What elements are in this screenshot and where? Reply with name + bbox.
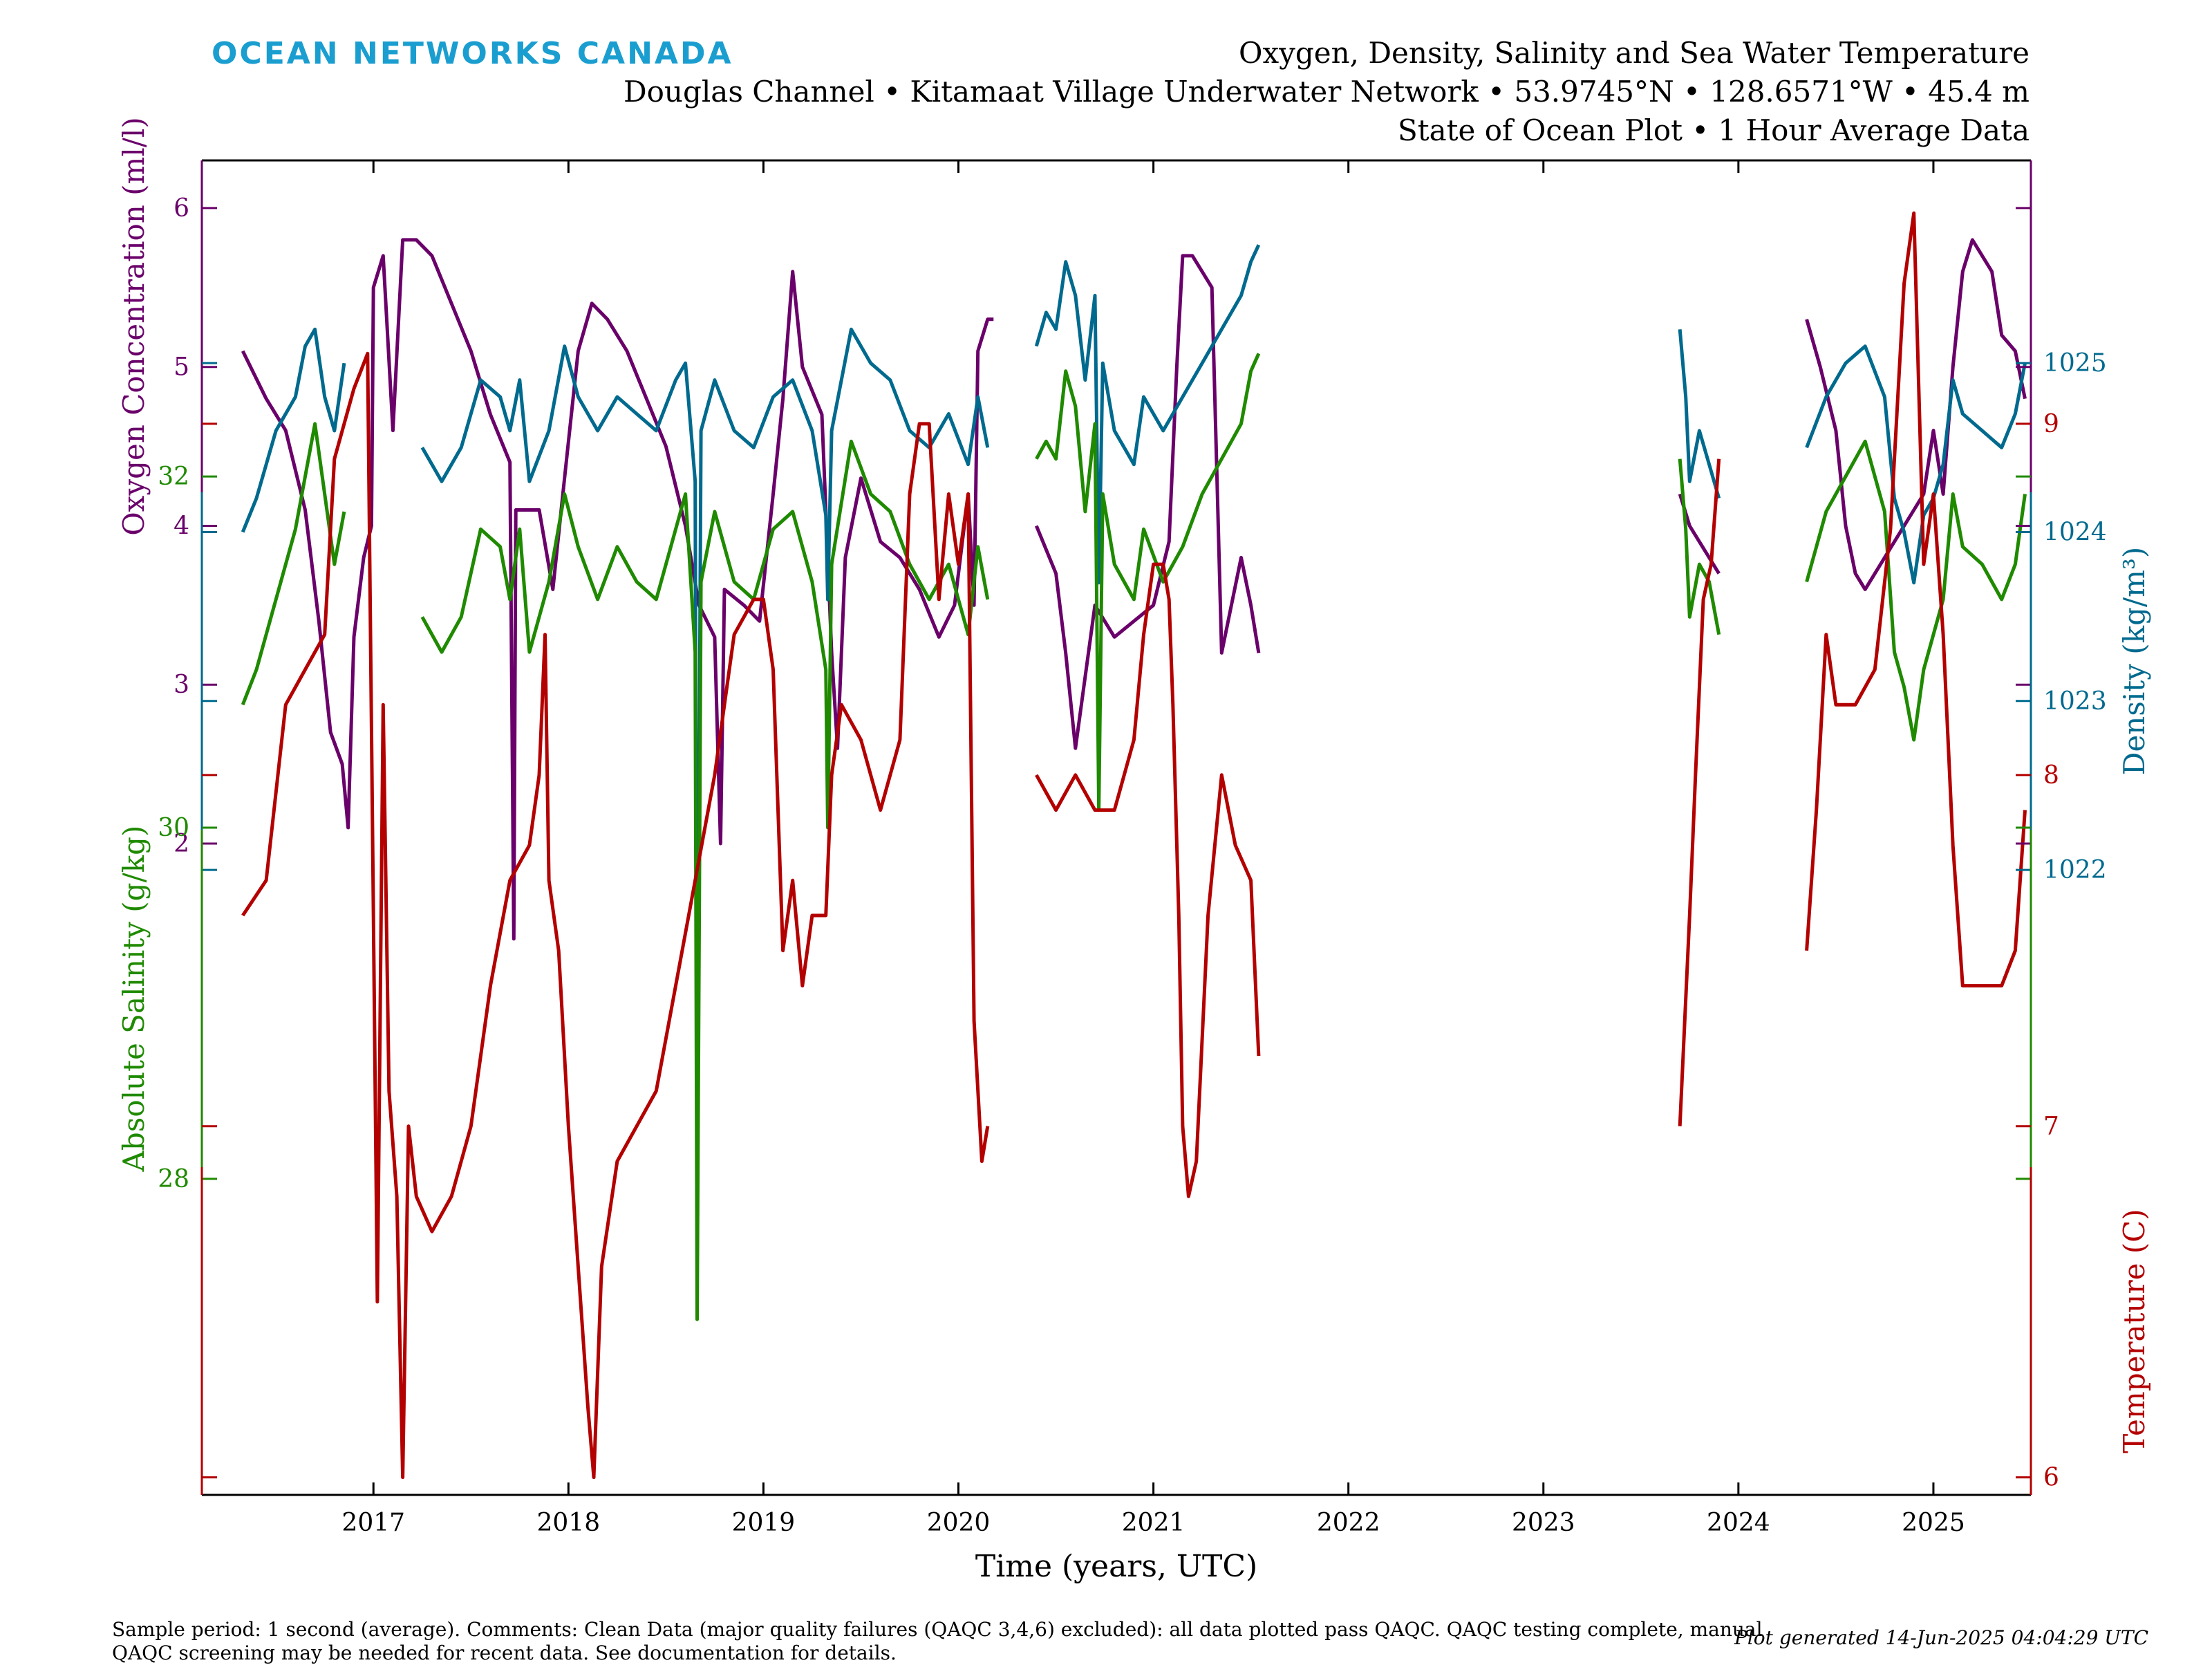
temperature-series-line-3 — [1678, 458, 1721, 1126]
salinity-tick-label: 32 — [158, 463, 189, 491]
temperature-series-line-4 — [1805, 211, 2027, 988]
density-series-line-4 — [1678, 329, 1721, 499]
oxygen-series-line-4 — [1805, 238, 2027, 591]
density-tick-label: 1023 — [2043, 687, 2107, 716]
x-tick-label: 2020 — [927, 1509, 991, 1537]
brand-logo-text: OCEAN NETWORKS CANADA — [212, 36, 733, 71]
x-tick-label: 2018 — [537, 1509, 601, 1537]
density-tick-label: 1025 — [2043, 349, 2107, 378]
oxygen-axis-label: Oxygen Concentration (ml/l) — [117, 117, 151, 536]
oxygen-tick-label: 4 — [174, 512, 189, 540]
footnote: Sample period: 1 second (average). Comme… — [112, 1618, 1763, 1664]
axis-layer: 2017 2018 2019 2020 2021 2022 2023 2024 2025 Time… — [117, 117, 2151, 1584]
oxygen-series-line-1 — [241, 238, 994, 941]
chart-title: Oxygen, Density, Salinity and Sea Water … — [1239, 36, 2030, 70]
oxygen-tick-label: 5 — [174, 353, 189, 382]
temperature-series-line-1 — [241, 351, 990, 1480]
salinity-tick-label: 28 — [158, 1165, 189, 1193]
salinity-series-line-3 — [1035, 353, 1261, 812]
temperature-series-line-2 — [1035, 562, 1261, 1198]
x-tick-label: 2025 — [1902, 1509, 1965, 1537]
temperature-tick-label: 9 — [2043, 410, 2059, 438]
temperature-axis-label: Temperature (C) — [2117, 1209, 2151, 1453]
generated-timestamp: Plot generated 14-Jun-2025 04:04:29 UTC — [1734, 1626, 2148, 1649]
temperature-tick-label: 6 — [2043, 1464, 2059, 1492]
density-series-line-3 — [1034, 244, 1261, 585]
series-layer — [241, 211, 2027, 1480]
salinity-series-line-5 — [1805, 439, 2027, 742]
density-series-line-1 — [241, 327, 346, 533]
x-tick-label: 2021 — [1122, 1509, 1185, 1537]
temperature-tick-label: 8 — [2043, 761, 2059, 790]
chart-subtitle-2: State of Ocean Plot • 1 Hour Average Dat… — [1397, 113, 2030, 147]
salinity-series-line-2 — [420, 439, 990, 1321]
chart-subtitle: Douglas Channel • Kitamaat Village Under… — [623, 75, 2030, 109]
temperature-tick-label: 7 — [2043, 1113, 2059, 1141]
x-tick-label: 2017 — [341, 1509, 405, 1537]
density-axis-label: Density (kg/m³) — [2117, 547, 2151, 775]
x-tick-label: 2022 — [1317, 1509, 1380, 1537]
x-tick-label: 2023 — [1512, 1509, 1575, 1537]
oxygen-tick-label: 6 — [174, 194, 189, 223]
oxygen-series-line-2 — [1034, 254, 1261, 750]
x-tick-label: 2019 — [732, 1509, 796, 1537]
salinity-tick-label: 30 — [158, 814, 189, 842]
oxygen-tick-label: 3 — [174, 671, 189, 699]
x-axis-label: Time (years, UTC) — [975, 1549, 1257, 1584]
oxygen-tick-label: 2 — [174, 830, 189, 858]
density-tick-label: 1024 — [2043, 518, 2107, 546]
salinity-axis-label: Absolute Salinity (g/kg) — [117, 826, 151, 1173]
x-tick-label: 2024 — [1707, 1509, 1770, 1537]
salinity-series-line-4 — [1678, 458, 1721, 635]
density-tick-label: 1022 — [2043, 856, 2107, 884]
